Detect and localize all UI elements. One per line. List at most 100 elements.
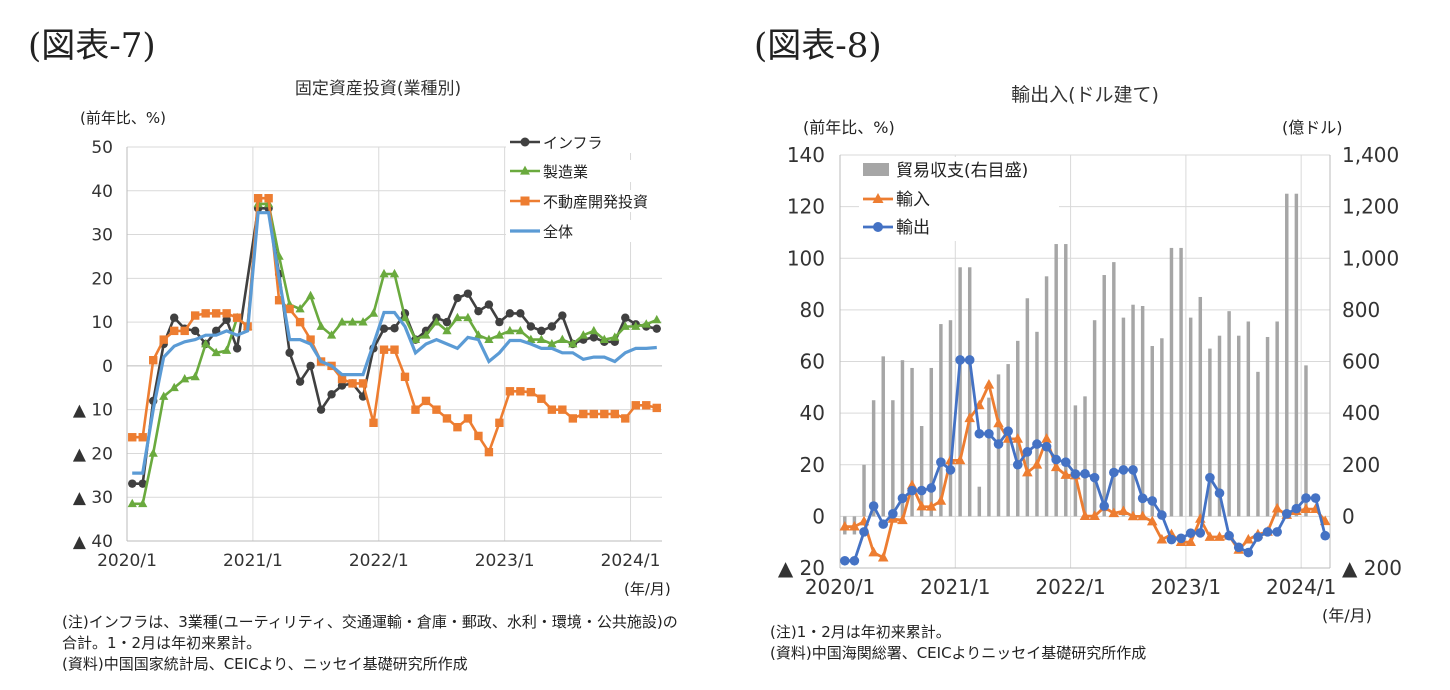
data-point [984,428,994,439]
trade-balance-bar [1054,244,1058,517]
data-point [993,417,1004,428]
data-point [1050,461,1062,472]
data-point [621,414,630,423]
data-point [515,325,526,335]
data-point [379,324,389,333]
data-point [453,422,462,432]
trade-balance-bar [1160,338,1164,517]
data-point [358,317,368,326]
data-point [916,485,927,496]
data-point [1243,533,1254,544]
x-tick-label: 2020/1 [805,575,875,599]
data-point [578,330,588,339]
data-point [442,325,452,335]
note-line: (資料)中国海関総署、CEICよりニッセイ基礎研究所作成 [770,644,1147,662]
y-tick-label: ▲ 20 [73,444,113,464]
data-point [1051,454,1061,465]
data-point [1108,507,1120,518]
data-point [610,409,619,419]
data-point [955,355,965,365]
data-point [610,332,620,341]
trade-balance-bar [1016,340,1020,517]
data-point [190,326,200,336]
data-point [295,303,305,313]
data-point [400,372,410,382]
y-tick-label: ▲ 30 [73,488,113,508]
data-point [1099,501,1110,511]
data-point [222,315,231,325]
trade-balance-bar [929,367,934,517]
trade-balance-bar [977,486,982,517]
trade-balance-bar [1275,321,1279,517]
y2-tick-label: 1,200 [1342,195,1399,219]
data-point [474,306,483,316]
data-point [1320,530,1330,541]
data-point [159,391,169,400]
trade-balance-bar [1198,296,1203,517]
y-tick-label: 0 [102,357,113,377]
data-point [128,479,137,488]
data-point [547,338,557,348]
data-point [337,374,347,384]
trade-balance-bar [958,267,962,517]
data-point [642,401,651,410]
data-point [138,433,147,442]
y-axis-unit: (前年比、%) [803,118,895,137]
legend-marker [520,165,530,175]
data-point [400,312,410,322]
y2-tick-label: 0 [1342,504,1355,528]
data-point [453,293,462,303]
trade-balance-bar [1044,276,1049,517]
y-tick-label: 40 [800,401,825,425]
y-tick-label: 20 [91,269,113,289]
y2-tick-label: 200 [1342,453,1380,477]
data-point [568,414,578,423]
trade-balance-bar [891,400,895,517]
legend-label: インフラ [543,134,603,152]
data-point [390,345,399,354]
y-axis-unit: (前年比、%) [80,109,166,127]
y-tick-label: 40 [91,182,113,202]
data-point [547,405,557,414]
data-point [138,479,147,488]
data-point [358,379,368,388]
x-tick-label: 2021/1 [920,575,990,599]
trade-balance-bar [862,464,866,517]
data-point [379,268,389,278]
data-point [1253,532,1263,542]
data-point [484,447,494,457]
legend-marker [873,222,883,232]
data-point [1060,457,1071,467]
note-line: 合計。1・2月は年初来累計。 [62,634,262,652]
data-point [128,433,137,442]
data-point [878,519,889,529]
legend-label: 貿易収支(右目盛) [896,161,1028,181]
legend-marker [872,193,884,203]
data-point [169,382,179,392]
data-point [1003,426,1013,436]
trade-balance-bar [1246,321,1251,517]
y2-tick-label: 600 [1342,350,1380,374]
data-point [1156,533,1168,544]
data-point [1224,530,1234,541]
data-point [849,520,860,531]
data-point [180,326,189,336]
x-tick-label: 2023/1 [1151,575,1221,599]
data-point [1243,547,1254,558]
legend-bg [506,220,674,242]
trade-balance-bar [1304,365,1308,517]
data-point [1204,531,1216,541]
data-point [954,454,966,465]
data-point [1205,472,1215,483]
data-point [337,381,347,390]
data-point [1233,542,1244,553]
data-point [1080,468,1090,479]
data-point [516,387,525,396]
data-point [232,313,242,322]
data-point [526,322,536,331]
x-axis-unit: (年/月) [1322,606,1372,625]
y2-tick-label: 400 [1342,401,1380,425]
trade-balance-bar [1227,311,1231,517]
legend-swatch [863,163,889,176]
trade-balance-bar [1092,320,1097,517]
